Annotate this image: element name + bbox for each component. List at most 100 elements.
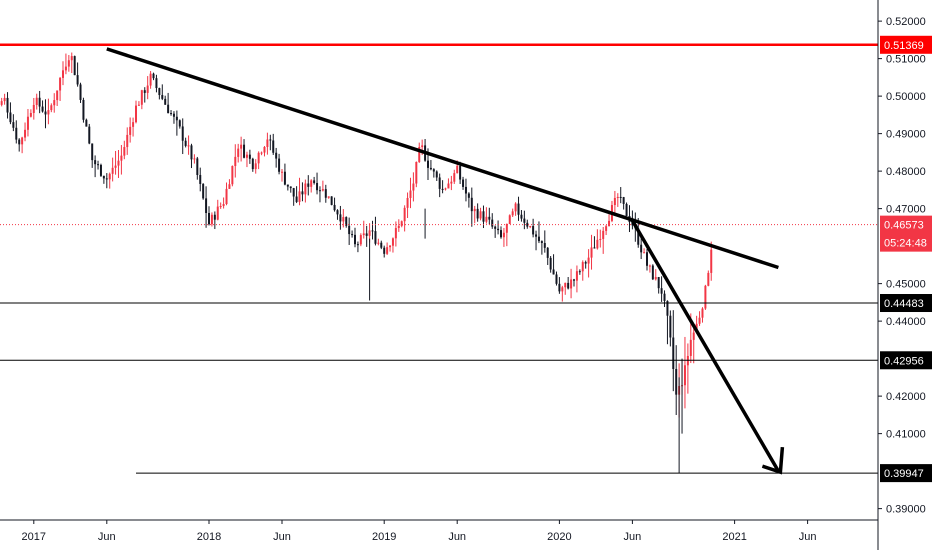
candle-body (467, 193, 470, 198)
candle-body (79, 84, 82, 100)
y-tick-label: 0.44000 (886, 316, 926, 328)
candle-body (584, 262, 587, 264)
candle-body (500, 230, 502, 238)
candle-body (421, 145, 424, 148)
candle-body (625, 203, 628, 216)
candle-body (193, 158, 196, 160)
candle-body (403, 207, 406, 222)
candle-body (240, 144, 243, 149)
candle-body (453, 173, 456, 182)
candle-body (155, 78, 158, 89)
candle-body (9, 112, 12, 123)
candle-body (304, 183, 307, 195)
candle-body (41, 106, 44, 112)
candle-body (368, 230, 371, 236)
candle-body (248, 154, 251, 159)
candle-body (666, 300, 669, 316)
candle-body (587, 257, 590, 264)
x-tick-label: Jun (624, 531, 642, 543)
candle-body (123, 147, 126, 156)
candle-body (549, 257, 552, 270)
candle-body (333, 204, 336, 211)
candle-body (485, 216, 488, 222)
candle-body (590, 247, 593, 258)
candle-body (596, 239, 599, 249)
candle-body (132, 122, 135, 127)
candle-body (675, 368, 678, 395)
candle-body (613, 197, 616, 206)
candle-body (266, 139, 269, 147)
level-tag-label: 0.51369 (884, 40, 924, 52)
candle-body (245, 154, 248, 158)
candle-body (418, 147, 421, 162)
candle-body (170, 113, 173, 115)
candle-body (85, 119, 88, 127)
candle-body (400, 221, 403, 226)
x-tick-label: 2020 (547, 531, 571, 543)
y-tick-label: 0.50000 (886, 91, 926, 103)
candle-body (672, 337, 675, 369)
trendline (106, 47, 779, 270)
y-tick-label: 0.47000 (886, 204, 926, 216)
candle-body (213, 214, 216, 220)
candle-body (354, 234, 356, 245)
candle-body (222, 204, 225, 207)
candle-body (535, 234, 538, 237)
candle-body (429, 167, 432, 170)
candle-body (602, 230, 605, 239)
candle-body (29, 112, 32, 117)
candle-body (380, 242, 383, 248)
candle-body (21, 137, 24, 145)
candle-body (435, 171, 438, 178)
candle-body (167, 104, 170, 114)
candle-body (76, 75, 79, 85)
candle-body (651, 265, 654, 280)
candle-body (158, 88, 161, 96)
candle-body (91, 143, 94, 161)
candle-body (570, 279, 573, 289)
candle-body (491, 219, 494, 227)
candle-body (59, 77, 62, 91)
candle-body (561, 287, 564, 292)
candle-body (374, 231, 377, 244)
candle-body (53, 100, 56, 106)
candle-body (318, 190, 321, 192)
candle-body (243, 144, 246, 158)
candle-body (202, 183, 205, 199)
candle-body (517, 203, 520, 215)
candle-body (114, 165, 117, 168)
x-axis[interactable]: 2017 Jun 2018 Jun 2019 Jun 2020 Jun 2021 Jun (0, 519, 878, 543)
drawings (106, 47, 785, 475)
candle-body (608, 220, 611, 227)
candle-body (327, 196, 330, 198)
candle-body (605, 226, 608, 231)
candle-body (149, 73, 152, 86)
candle-body (406, 197, 409, 208)
candle-body (654, 277, 657, 280)
candle-body (47, 110, 50, 115)
candle-body (73, 56, 76, 76)
candle-body (689, 339, 692, 356)
candle-body (172, 113, 175, 117)
candle-body (137, 104, 140, 106)
candle-body (578, 271, 581, 273)
level-tag-label: 0.42956 (884, 355, 924, 367)
candle-body (523, 218, 526, 223)
candle-body (543, 243, 546, 248)
candle-body (35, 97, 38, 105)
candle-body (532, 226, 535, 235)
y-tick-label: 0.39000 (886, 504, 926, 516)
y-axis[interactable]: 0.52000 0.51000 0.50000 0.49000 0.48000 0.470… (877, 0, 932, 550)
candle-body (146, 85, 149, 93)
candle-body (482, 211, 485, 222)
candle-body (438, 177, 441, 189)
candle-body (196, 158, 199, 175)
projection-arrow-head (761, 446, 785, 475)
candle-body (427, 160, 429, 168)
candle-body (640, 244, 643, 253)
x-tick-label: 2021 (722, 531, 746, 543)
candle-body (456, 165, 459, 174)
x-tick-label: 2018 (197, 531, 221, 543)
candle-body (359, 235, 362, 245)
